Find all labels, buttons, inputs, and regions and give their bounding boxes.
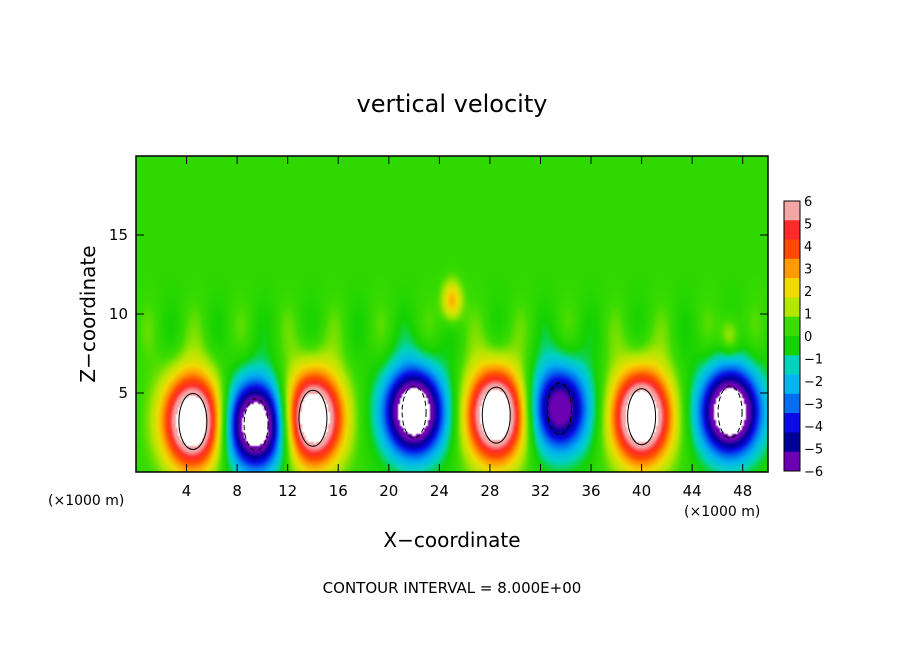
updraft-contour-2: [481, 386, 511, 444]
colorbar-swatch: [784, 220, 800, 241]
downdraft-contour-0: [243, 398, 269, 452]
colorbar-frame: [783, 200, 801, 472]
colorbar-tick-label: −1: [804, 353, 823, 368]
updraft-contour-3: [627, 388, 657, 446]
colorbar-tick-label: 5: [804, 218, 812, 233]
colorbar-swatch: [784, 432, 800, 453]
colorbar: 6 5 4 3 2 1 0 −1 −2 −3 −4 −5 −6: [783, 195, 823, 480]
contour-lines: [178, 382, 743, 452]
x-tick-label: 36: [581, 482, 600, 500]
chart-title: vertical velocity: [357, 90, 548, 118]
y-axis-label: Z−coordinate: [76, 245, 100, 382]
colorbar-swatch: [784, 374, 800, 395]
downdraft-contour-1: [401, 385, 427, 439]
x-tick-label: 12: [278, 482, 297, 500]
x-tick-label: 28: [480, 482, 499, 500]
colorbar-tick-label: −5: [804, 443, 823, 458]
x-axis-ticks: 4 8 12 16 20 24 28 32 36 40 44 48: [182, 156, 752, 500]
x-tick-label: 8: [232, 482, 242, 500]
x-tick-label: 24: [430, 482, 449, 500]
colorbar-tick-label: 6: [804, 195, 812, 210]
x-scale-label-right: (×1000 m): [684, 504, 760, 520]
colorbar-swatch: [784, 413, 800, 433]
x-tick-label: 44: [683, 482, 702, 500]
x-tick-label: 32: [531, 482, 550, 500]
colorbar-swatch: [784, 201, 800, 221]
x-tick-label: 48: [733, 482, 752, 500]
y-tick-label: 10: [109, 305, 128, 323]
colorbar-tick-label: −6: [804, 465, 823, 480]
downdraft-contour-3: [717, 385, 743, 439]
colorbar-tick-label: −3: [804, 398, 823, 413]
updraft-contour-1: [298, 389, 328, 447]
colorbar-tick-label: 1: [804, 308, 812, 323]
colorbar-tick-label: 4: [804, 240, 812, 255]
colorbar-tick-label: −2: [804, 375, 823, 390]
x-axis-label: X−coordinate: [383, 528, 520, 552]
x-tick-label: 4: [182, 482, 192, 500]
colorbar-tick-label: 2: [804, 285, 812, 300]
colorbar-swatch: [784, 278, 800, 298]
colorbar-swatch: [784, 336, 800, 356]
y-tick-label: 5: [118, 384, 128, 402]
colorbar-swatch: [784, 355, 800, 376]
colorbar-swatch: [784, 393, 800, 414]
downdraft-contour-2: [546, 382, 572, 436]
colorbar-tick-label: −4: [804, 420, 823, 435]
colorbar-swatch: [784, 297, 800, 318]
x-tick-label: 16: [329, 482, 348, 500]
y-tick-label: 15: [109, 226, 128, 244]
colorbar-swatch: [784, 239, 800, 260]
colorbar-swatch: [784, 258, 800, 279]
x-scale-label-left: (×1000 m): [48, 493, 124, 509]
x-tick-label: 20: [379, 482, 398, 500]
velocity-field: [136, 156, 768, 472]
colorbar-tick-label: 3: [804, 263, 812, 278]
colorbar-swatch: [784, 316, 800, 337]
x-tick-label: 40: [632, 482, 651, 500]
contour-interval-text: CONTOUR INTERVAL = 8.000E+00: [323, 579, 582, 597]
y-axis-ticks: 5 10 15: [109, 226, 768, 402]
colorbar-tick-label: 0: [804, 330, 812, 345]
colorbar-swatch: [784, 451, 800, 472]
updraft-contour-0: [178, 392, 208, 450]
